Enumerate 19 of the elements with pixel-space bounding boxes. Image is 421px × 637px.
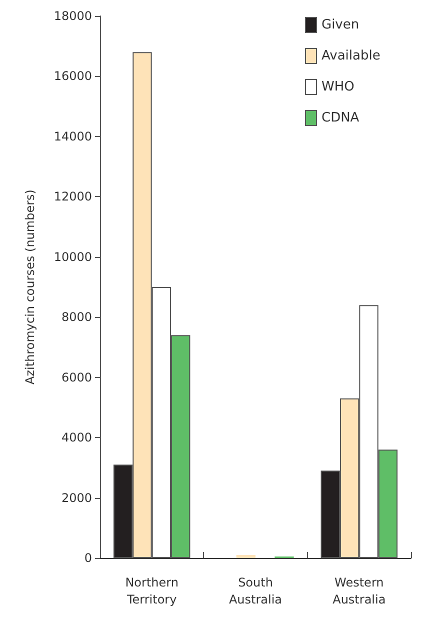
x-tick-label: Western Australia xyxy=(332,576,386,606)
y-tick-label: 12000 xyxy=(54,190,92,204)
legend-label: Given xyxy=(322,18,360,32)
legend-label: CDNA xyxy=(322,110,360,126)
legend-label: WHO xyxy=(322,80,354,94)
y-tick-label: 14000 xyxy=(54,129,92,144)
y-tick-label: 2000 xyxy=(61,490,92,505)
y-tick-label: 4000 xyxy=(61,430,92,445)
legend-label: Available xyxy=(322,48,380,64)
x-tick-label: Northern Territory xyxy=(125,576,178,606)
y-axis-title: Azithromycin courses (numbers) xyxy=(23,190,37,384)
y-tick-label: 0 xyxy=(84,551,92,565)
x-tick-label: South Australia xyxy=(228,576,282,606)
y-tick-label: 8000 xyxy=(61,310,92,324)
y-tick-label: 10000 xyxy=(54,250,92,264)
y-tick-label: 6000 xyxy=(61,370,92,384)
bar xyxy=(236,554,256,558)
y-tick-label: 18000 xyxy=(54,9,92,23)
y-tick-label: 16000 xyxy=(54,69,92,84)
